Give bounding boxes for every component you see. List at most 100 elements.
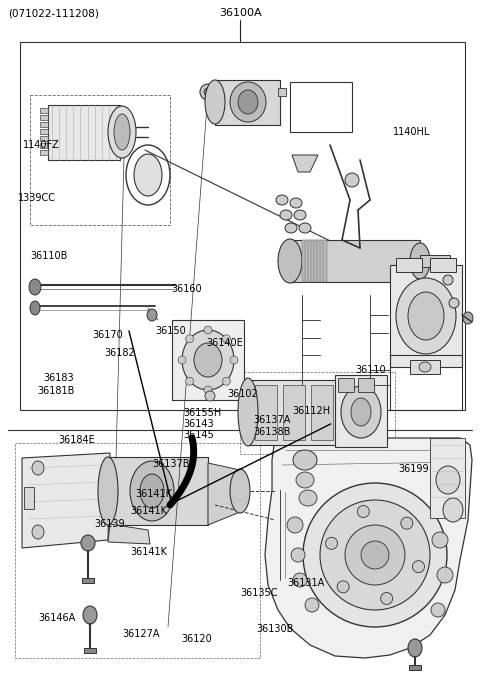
Bar — [311, 385, 333, 440]
Text: 36160: 36160 — [171, 284, 202, 295]
Bar — [335, 375, 387, 447]
Bar — [172, 320, 244, 400]
Ellipse shape — [205, 80, 225, 124]
Text: 36146A: 36146A — [38, 613, 76, 623]
Text: 1339CC: 1339CC — [18, 193, 56, 204]
Bar — [20, 42, 465, 410]
Bar — [278, 88, 286, 96]
Ellipse shape — [345, 525, 405, 585]
Text: 36141K: 36141K — [130, 547, 167, 557]
Text: 36150: 36150 — [155, 326, 186, 336]
Text: 36110: 36110 — [355, 365, 386, 375]
Ellipse shape — [337, 581, 349, 593]
Bar — [358, 378, 374, 392]
Text: 36137B: 36137B — [153, 459, 190, 469]
Ellipse shape — [205, 391, 215, 401]
Ellipse shape — [81, 535, 95, 551]
Ellipse shape — [108, 106, 136, 158]
Text: 36140E: 36140E — [206, 338, 243, 348]
Ellipse shape — [293, 573, 307, 587]
Bar — [410, 360, 440, 374]
Bar — [283, 385, 305, 440]
Ellipse shape — [83, 606, 97, 624]
Text: 36183: 36183 — [43, 373, 74, 384]
Polygon shape — [22, 453, 110, 548]
Bar — [48, 105, 120, 160]
Ellipse shape — [285, 223, 297, 233]
Ellipse shape — [182, 330, 234, 390]
Ellipse shape — [299, 490, 317, 506]
Text: 36170: 36170 — [92, 330, 123, 340]
Ellipse shape — [230, 469, 250, 513]
Ellipse shape — [130, 461, 174, 521]
Text: 36131A: 36131A — [287, 578, 324, 588]
Bar — [84, 648, 96, 653]
Text: 1140HL: 1140HL — [393, 127, 430, 137]
Ellipse shape — [293, 450, 317, 470]
Text: 36143: 36143 — [183, 419, 214, 429]
Bar — [302, 240, 306, 282]
Text: 36145: 36145 — [183, 430, 214, 440]
Ellipse shape — [134, 154, 162, 196]
Text: 36184E: 36184E — [59, 435, 96, 445]
Ellipse shape — [436, 466, 460, 494]
Ellipse shape — [419, 362, 431, 372]
Text: 36110B: 36110B — [30, 251, 68, 261]
Bar — [40, 129, 48, 134]
Ellipse shape — [32, 525, 44, 539]
Bar — [420, 255, 450, 267]
Bar — [305, 240, 309, 282]
Ellipse shape — [443, 498, 463, 522]
Ellipse shape — [98, 457, 118, 525]
Ellipse shape — [305, 598, 319, 612]
Ellipse shape — [320, 500, 430, 610]
Text: 36137A: 36137A — [253, 415, 291, 425]
Bar — [40, 108, 48, 113]
Ellipse shape — [290, 198, 302, 208]
Ellipse shape — [204, 326, 212, 334]
Ellipse shape — [204, 88, 212, 96]
Ellipse shape — [30, 301, 40, 315]
Ellipse shape — [114, 114, 130, 150]
Ellipse shape — [200, 84, 216, 100]
Ellipse shape — [431, 603, 445, 617]
Ellipse shape — [443, 275, 453, 285]
Text: 36182: 36182 — [105, 348, 135, 359]
Bar — [338, 378, 354, 392]
Ellipse shape — [238, 378, 258, 446]
Text: 36127A: 36127A — [122, 629, 160, 639]
Bar — [40, 143, 48, 148]
Bar — [396, 258, 422, 272]
Bar — [24, 487, 34, 509]
Ellipse shape — [147, 309, 157, 321]
Polygon shape — [292, 155, 318, 172]
Ellipse shape — [294, 210, 306, 220]
Ellipse shape — [303, 483, 447, 627]
Bar — [82, 578, 94, 583]
Text: 1140FZ: 1140FZ — [23, 140, 60, 150]
Bar — [430, 258, 456, 272]
Text: 36112H: 36112H — [293, 406, 331, 416]
Polygon shape — [108, 524, 150, 544]
Ellipse shape — [287, 517, 303, 533]
Ellipse shape — [276, 195, 288, 205]
Ellipse shape — [280, 210, 292, 220]
Text: 36135C: 36135C — [240, 588, 278, 598]
Polygon shape — [208, 463, 240, 525]
Ellipse shape — [230, 356, 238, 364]
Ellipse shape — [222, 377, 230, 386]
Ellipse shape — [186, 377, 193, 386]
Text: 36181B: 36181B — [37, 386, 75, 396]
Text: 36141K: 36141K — [135, 489, 172, 499]
Ellipse shape — [463, 312, 473, 324]
Ellipse shape — [278, 239, 302, 283]
Bar — [248, 380, 338, 445]
Ellipse shape — [345, 173, 359, 187]
Ellipse shape — [186, 335, 193, 343]
Text: 36102: 36102 — [228, 389, 258, 399]
Bar — [240, 372, 395, 454]
Text: 36120: 36120 — [181, 634, 212, 644]
Ellipse shape — [381, 592, 393, 605]
Ellipse shape — [299, 223, 311, 233]
Ellipse shape — [32, 461, 44, 475]
